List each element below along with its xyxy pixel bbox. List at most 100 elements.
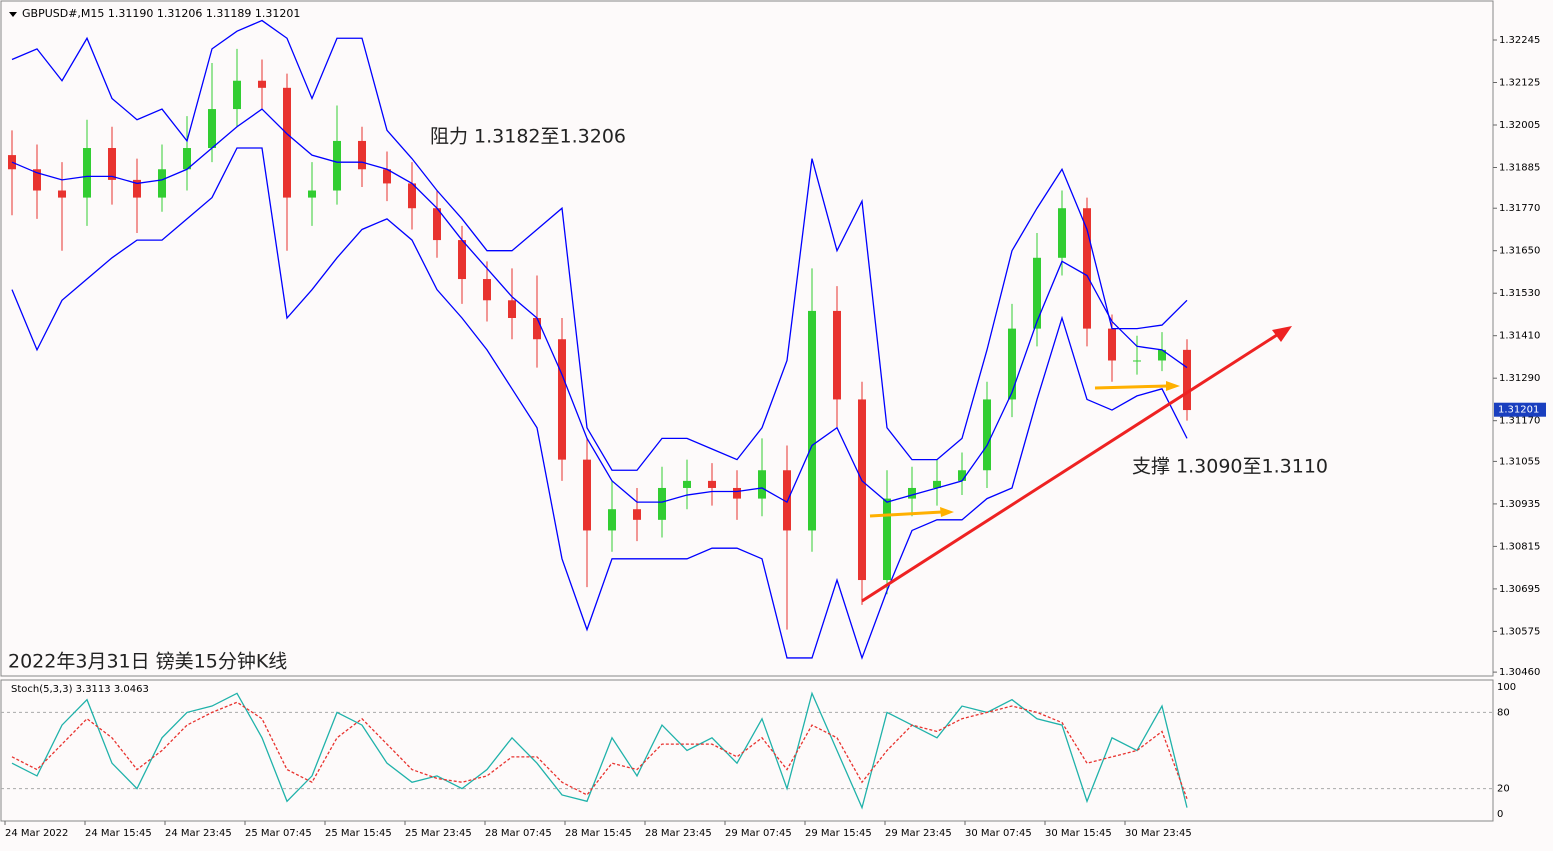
candle-body xyxy=(233,80,241,110)
candle-body xyxy=(1033,257,1041,329)
orange-arrow-head xyxy=(1166,381,1180,391)
y-tick-label: 1.30815 xyxy=(1499,541,1540,552)
y-tick-label: 1.32125 xyxy=(1499,78,1540,89)
candle-body xyxy=(433,208,441,241)
trend-arrow xyxy=(1272,326,1292,342)
main-panel xyxy=(0,0,1494,677)
candle-body xyxy=(83,148,91,198)
candle-body xyxy=(683,480,691,488)
y-tick-label: 1.32005 xyxy=(1499,120,1540,131)
trend-line xyxy=(861,331,1281,603)
stoch-tick-label: 100 xyxy=(1497,682,1516,693)
y-tick-label: 1.30935 xyxy=(1499,499,1540,510)
candle-body xyxy=(908,487,916,499)
candle-body xyxy=(958,470,966,481)
candle-body xyxy=(58,190,66,198)
stoch-tick-label: 80 xyxy=(1497,707,1510,718)
x-tick-label: 28 Mar 07:45 xyxy=(485,828,552,839)
candle-body xyxy=(933,480,941,488)
candle-body xyxy=(283,87,291,198)
candle-body xyxy=(458,240,466,280)
candle-body xyxy=(1133,360,1141,362)
candle-body xyxy=(533,317,541,340)
x-tick-label: 25 Mar 15:45 xyxy=(325,828,392,839)
candle-body xyxy=(133,179,141,198)
orange-arrow-head xyxy=(940,507,954,517)
x-tick-label: 24 Mar 2022 xyxy=(5,828,68,839)
y-tick-label: 1.31530 xyxy=(1499,288,1540,299)
candle-body xyxy=(558,339,566,460)
header: GBPUSD#,M15 1.31190 1.31206 1.31189 1.31… xyxy=(22,7,300,20)
candle-body xyxy=(1008,328,1016,400)
y-tick-label: 1.31770 xyxy=(1499,203,1540,214)
candle-body xyxy=(33,169,41,191)
candle-body xyxy=(508,300,516,318)
bollinger-middle xyxy=(11,108,1188,504)
candle-body xyxy=(208,109,216,149)
candle-body xyxy=(158,169,166,198)
stoch-panel xyxy=(0,679,1494,822)
y-tick-label: 1.31650 xyxy=(1499,246,1540,257)
candle-body xyxy=(583,459,591,531)
candle-body xyxy=(633,509,641,520)
candle-body xyxy=(333,140,341,191)
candle-body xyxy=(1158,349,1166,361)
y-tick-label: 1.31170 xyxy=(1499,416,1540,427)
y-tick-label: 1.31885 xyxy=(1499,162,1540,173)
bollinger-upper xyxy=(11,19,1188,471)
candle-body xyxy=(308,190,316,198)
orange-arrow xyxy=(869,510,943,518)
x-tick-label: 28 Mar 15:45 xyxy=(565,828,632,839)
candle-body xyxy=(108,148,116,180)
stoch-k xyxy=(11,691,1188,810)
x-tick-label: 25 Mar 07:45 xyxy=(245,828,312,839)
menu-arrow xyxy=(9,12,17,17)
stoch-d xyxy=(11,701,1188,799)
y-tick-label: 1.30460 xyxy=(1499,667,1540,678)
annotation: 阻力 1.3182至1.3206 xyxy=(430,126,626,148)
candle-body xyxy=(608,509,616,531)
x-tick-label: 29 Mar 23:45 xyxy=(885,828,952,839)
candle-body xyxy=(408,183,416,209)
candle-body xyxy=(358,140,366,170)
candle-body xyxy=(883,498,891,581)
orange-arrow xyxy=(1094,384,1169,390)
candle-body xyxy=(1083,208,1091,329)
x-tick-label: 24 Mar 23:45 xyxy=(165,828,232,839)
x-tick-label: 24 Mar 15:45 xyxy=(85,828,152,839)
y-tick-label: 1.31055 xyxy=(1499,456,1540,467)
candle-body xyxy=(383,169,391,184)
candle-body xyxy=(858,399,866,581)
x-tick-label: 28 Mar 23:45 xyxy=(645,828,712,839)
candle-body xyxy=(1108,328,1116,361)
candle-body xyxy=(708,480,716,488)
stoch-tick-label: 0 xyxy=(1497,809,1503,820)
price-tag xyxy=(1494,402,1546,417)
y-tick-label: 1.30575 xyxy=(1499,626,1540,637)
bollinger-lower xyxy=(11,147,1188,660)
candle-body xyxy=(183,148,191,170)
stoch-label: Stoch(5,3,3) 3.3113 3.0463 xyxy=(11,684,149,695)
candle-body xyxy=(983,399,991,471)
candle-body xyxy=(1183,349,1191,411)
candle-body xyxy=(733,487,741,499)
stoch-tick-label: 20 xyxy=(1497,784,1510,795)
price-tag-label: 1.31201 xyxy=(1498,405,1539,416)
annotation: 支撑 1.3090至1.3110 xyxy=(1132,456,1328,478)
caption: 2022年3月31日 镑美15分钟K线 xyxy=(8,651,287,673)
y-tick-label: 1.30695 xyxy=(1499,584,1540,595)
y-tick-label: 1.32245 xyxy=(1499,35,1540,46)
x-tick-label: 30 Mar 15:45 xyxy=(1045,828,1112,839)
candle-body xyxy=(808,310,816,531)
candle-body xyxy=(833,310,841,400)
candle-body xyxy=(1058,208,1066,258)
x-tick-label: 29 Mar 15:45 xyxy=(805,828,872,839)
y-tick-label: 1.31410 xyxy=(1499,331,1540,342)
x-tick-label: 29 Mar 07:45 xyxy=(725,828,792,839)
candle-body xyxy=(258,80,266,88)
candle-body xyxy=(483,279,491,301)
x-tick-label: 25 Mar 23:45 xyxy=(405,828,472,839)
candle-body xyxy=(758,470,766,499)
